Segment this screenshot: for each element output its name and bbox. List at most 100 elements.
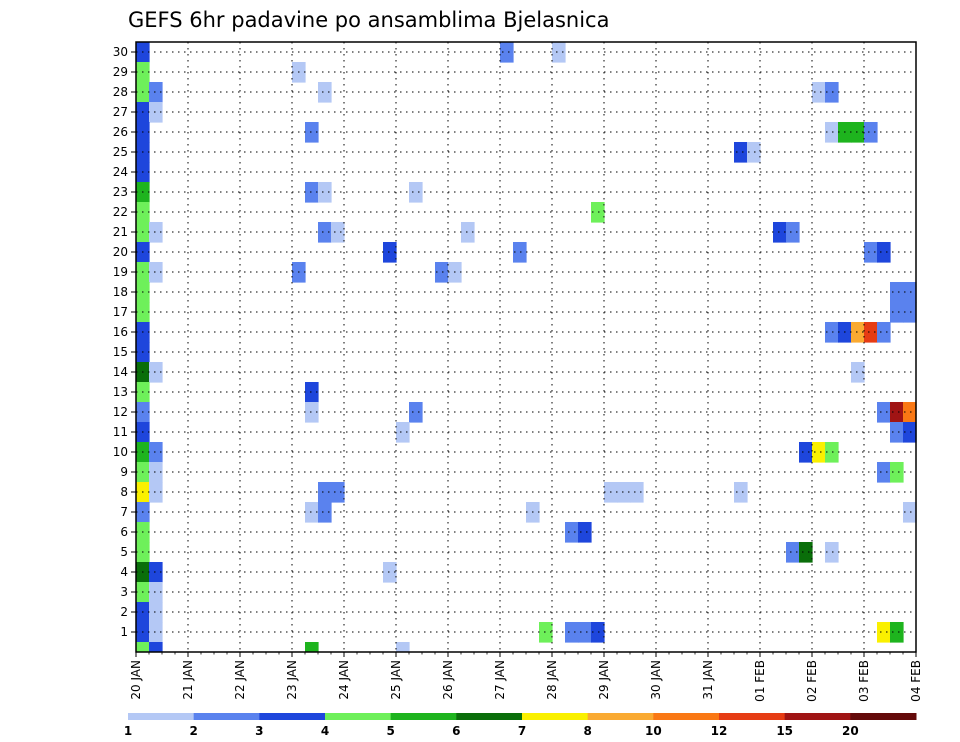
y-tick-label: 12 — [113, 405, 128, 419]
precip-cell — [890, 302, 904, 323]
precip-cell — [903, 302, 917, 323]
colorbar-label: 8 — [583, 724, 591, 738]
colorbar-swatch — [456, 713, 523, 720]
y-tick-label: 30 — [113, 45, 128, 59]
precip-cell — [409, 182, 423, 203]
precip-cell — [149, 262, 163, 283]
precip-cell — [305, 382, 319, 403]
x-tick-label: 02 FEB — [805, 660, 819, 702]
precip-cell — [864, 242, 878, 263]
precip-cell — [578, 622, 592, 643]
y-tick-label: 18 — [113, 285, 128, 299]
colorbar-swatch — [193, 713, 260, 720]
colorbar-swatch — [653, 713, 720, 720]
precip-cell — [383, 562, 397, 583]
colorbar-swatch — [784, 713, 851, 720]
colorbar-label: 15 — [776, 724, 793, 738]
y-tick-label: 24 — [113, 165, 128, 179]
x-tick-label: 29 JAN — [597, 660, 611, 700]
precip-cell — [461, 222, 475, 243]
precip-cell — [578, 522, 592, 543]
precip-cell — [812, 442, 826, 463]
precip-cell — [903, 282, 917, 303]
precip-cell — [318, 502, 332, 523]
x-tick-label: 04 FEB — [909, 660, 923, 702]
precip-cell — [799, 442, 813, 463]
precip-cell — [305, 642, 319, 652]
precip-cell — [864, 322, 878, 343]
precip-cell — [630, 482, 644, 503]
precip-cell — [851, 322, 865, 343]
precip-cell — [435, 262, 449, 283]
precip-cell — [591, 622, 605, 643]
y-tick-label: 8 — [120, 485, 128, 499]
precip-cell — [773, 222, 787, 243]
y-tick-label: 10 — [113, 445, 128, 459]
precip-cell — [734, 142, 748, 163]
x-tick-label: 28 JAN — [545, 660, 559, 700]
precip-cell — [539, 622, 553, 643]
precip-cell — [591, 202, 605, 223]
y-tick-label: 5 — [120, 545, 128, 559]
y-axis: 1234567891011121314151617181920212223242… — [113, 45, 136, 639]
precip-cell — [305, 122, 319, 143]
precip-cell — [825, 322, 839, 343]
precip-cell — [890, 402, 904, 423]
precip-cell — [734, 482, 748, 503]
y-tick-label: 14 — [113, 365, 128, 379]
y-tick-label: 22 — [113, 205, 128, 219]
grid-lines — [136, 42, 916, 652]
y-tick-label: 17 — [113, 305, 128, 319]
precip-cell — [786, 222, 800, 243]
precip-cell — [890, 462, 904, 483]
y-tick-label: 16 — [113, 325, 128, 339]
precip-cell — [877, 622, 891, 643]
precip-cell — [851, 362, 865, 383]
colorbar-label: 6 — [452, 724, 460, 738]
precip-cell — [825, 542, 839, 563]
precip-cell — [565, 522, 579, 543]
precip-cell — [305, 402, 319, 423]
precip-cell — [890, 622, 904, 643]
x-tick-label: 26 JAN — [441, 660, 455, 700]
precip-cell — [318, 82, 332, 103]
y-tick-label: 20 — [113, 245, 128, 259]
precip-cell — [799, 542, 813, 563]
precip-cell — [149, 442, 163, 463]
y-tick-label: 3 — [120, 585, 128, 599]
y-tick-label: 25 — [113, 145, 128, 159]
precip-cell — [149, 102, 163, 123]
x-tick-label: 31 JAN — [701, 660, 715, 700]
precip-cell — [812, 82, 826, 103]
colorbar-swatch — [850, 713, 917, 720]
colorbar-swatch — [522, 713, 589, 720]
precip-cell — [396, 642, 410, 652]
precip-cell — [903, 402, 917, 423]
precip-cell — [565, 622, 579, 643]
precip-cell — [383, 242, 397, 263]
y-tick-label: 23 — [113, 185, 128, 199]
precip-cell — [851, 122, 865, 143]
x-tick-label: 03 FEB — [857, 660, 871, 702]
precip-cell — [149, 222, 163, 243]
precip-cell — [890, 282, 904, 303]
colorbar-label: 7 — [518, 724, 526, 738]
x-axis: 20 JAN 21 JAN 22 JAN 23 JAN 24 JAN 25 JAN 26 J… — [129, 652, 923, 702]
precip-cell — [552, 42, 566, 63]
colorbar-swatch — [325, 713, 392, 720]
precip-cell — [149, 462, 163, 483]
precip-cell — [877, 402, 891, 423]
x-tick-label: 27 JAN — [493, 660, 507, 700]
y-tick-label: 2 — [120, 605, 128, 619]
precip-cell — [318, 182, 332, 203]
x-tick-label: 25 JAN — [389, 660, 403, 700]
colorbar: 1 2 3 4 5 6 7 8 10 12 15 20 — [124, 713, 917, 738]
x-tick-label: 22 JAN — [233, 660, 247, 700]
y-tick-label: 7 — [120, 505, 128, 519]
precip-cell — [747, 142, 761, 163]
colorbar-swatch — [390, 713, 457, 720]
precip-cell — [409, 402, 423, 423]
x-tick-label: 23 JAN — [285, 660, 299, 700]
precip-cell — [890, 422, 904, 443]
colorbar-label: 3 — [255, 724, 263, 738]
